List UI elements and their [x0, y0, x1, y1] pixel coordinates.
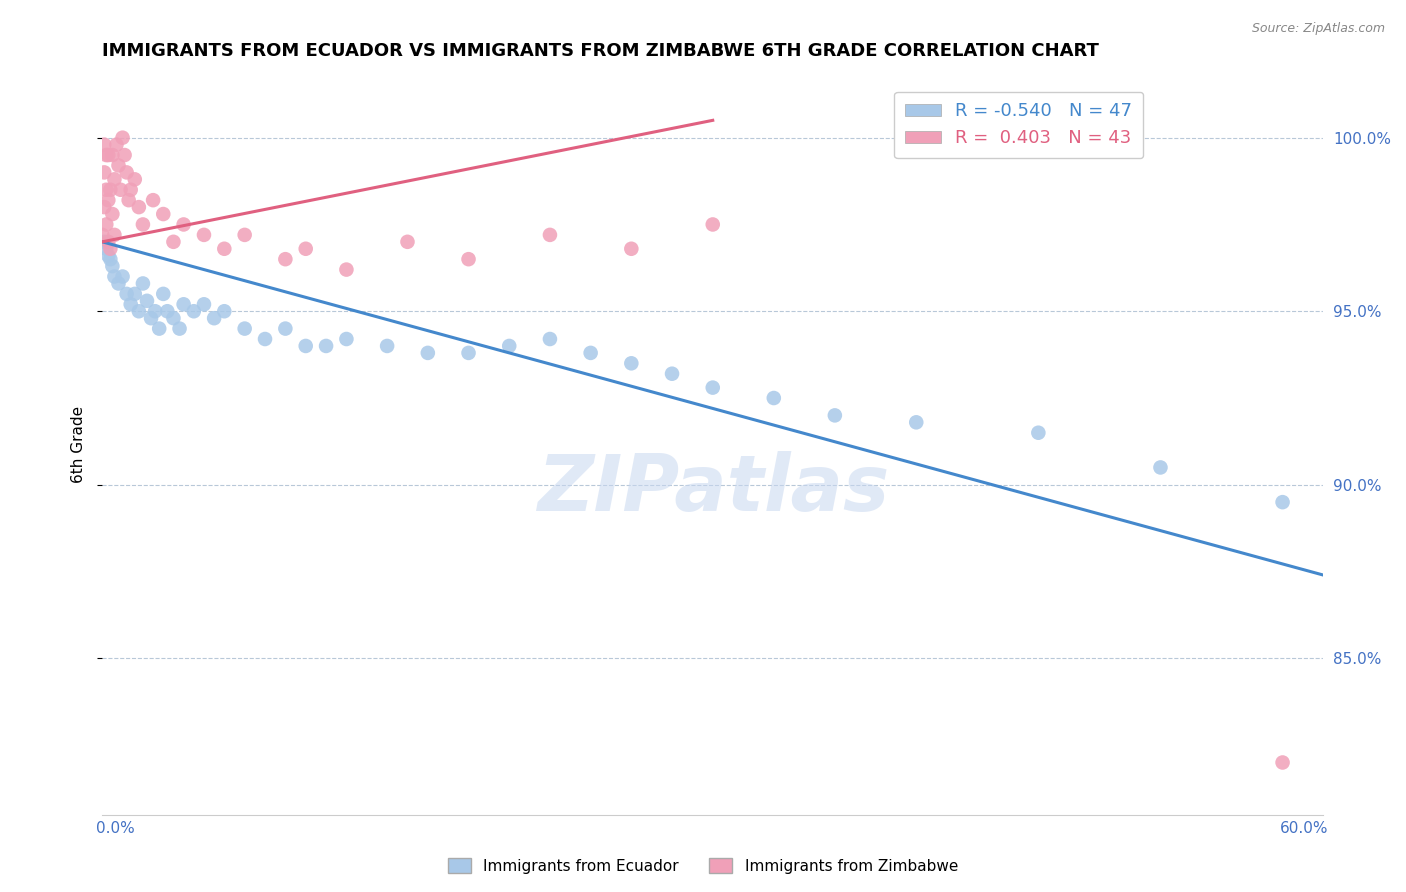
Text: 0.0%: 0.0%: [96, 821, 135, 836]
Point: [98, 252, 121, 267]
Text: IMMIGRANTS FROM ECUADOR VS IMMIGRANTS FROM ZIMBABWE 6TH GRADE CORRELATION CHART: IMMIGRANTS FROM ECUADOR VS IMMIGRANTS FR…: [103, 42, 1099, 60]
Point: [111, 269, 134, 284]
Point: [1149, 460, 1171, 475]
Point: [111, 130, 134, 145]
Point: [101, 207, 124, 221]
Point: [202, 311, 225, 326]
Point: [93, 137, 115, 152]
Point: [538, 227, 561, 242]
Point: [162, 311, 184, 326]
Point: [193, 227, 215, 242]
Point: [128, 304, 150, 318]
Point: [579, 346, 602, 360]
Point: [128, 200, 150, 214]
Point: [93, 165, 115, 179]
Point: [115, 286, 138, 301]
Point: [335, 332, 357, 346]
Point: [132, 277, 155, 291]
Point: [120, 183, 142, 197]
Point: [375, 339, 398, 353]
Point: [162, 235, 184, 249]
Point: [114, 148, 136, 162]
Point: [620, 356, 643, 370]
Point: [107, 277, 129, 291]
Point: [1271, 756, 1294, 770]
Point: [103, 269, 125, 284]
Point: [93, 200, 115, 214]
Point: [1271, 495, 1294, 509]
Point: [762, 391, 785, 405]
Point: [105, 137, 128, 152]
Point: [620, 242, 643, 256]
Point: [143, 304, 166, 318]
Point: [173, 297, 195, 311]
Point: [124, 172, 146, 186]
Point: [97, 249, 120, 263]
Point: [214, 242, 236, 256]
Point: [97, 193, 120, 207]
Point: [136, 293, 159, 308]
Point: [103, 172, 125, 186]
Point: [118, 193, 141, 207]
Text: ZIPatlas: ZIPatlas: [537, 451, 889, 527]
Point: [294, 242, 316, 256]
Point: [152, 286, 174, 301]
Point: [120, 297, 142, 311]
Point: [173, 218, 195, 232]
Point: [1028, 425, 1050, 440]
Point: [253, 332, 276, 346]
Point: [193, 297, 215, 311]
Point: [124, 286, 146, 301]
Point: [96, 183, 118, 197]
Point: [315, 339, 337, 353]
Text: 60.0%: 60.0%: [1281, 821, 1329, 836]
Point: [457, 346, 479, 360]
Point: [457, 252, 479, 267]
Point: [169, 321, 191, 335]
Point: [824, 409, 846, 423]
Point: [107, 158, 129, 172]
Point: [538, 332, 561, 346]
Point: [233, 227, 256, 242]
Point: [214, 304, 236, 318]
Point: [110, 183, 132, 197]
Point: [416, 346, 439, 360]
Point: [396, 235, 419, 249]
Point: [97, 148, 120, 162]
Point: [96, 148, 118, 162]
Point: [101, 259, 124, 273]
Point: [101, 148, 124, 162]
Point: [98, 183, 121, 197]
Point: [702, 218, 724, 232]
Point: [274, 252, 297, 267]
Point: [93, 235, 115, 249]
Point: [335, 262, 357, 277]
Text: Source: ZipAtlas.com: Source: ZipAtlas.com: [1251, 22, 1385, 36]
Point: [91, 227, 114, 242]
Point: [103, 227, 125, 242]
Point: [96, 218, 118, 232]
Point: [96, 242, 118, 256]
Point: [183, 304, 205, 318]
Point: [115, 165, 138, 179]
Legend: Immigrants from Ecuador, Immigrants from Zimbabwe: Immigrants from Ecuador, Immigrants from…: [441, 852, 965, 880]
Point: [233, 321, 256, 335]
Legend: R = -0.540   N = 47, R =  0.403   N = 43: R = -0.540 N = 47, R = 0.403 N = 43: [894, 92, 1143, 158]
Point: [148, 321, 170, 335]
Point: [97, 235, 120, 249]
Point: [702, 381, 724, 395]
Y-axis label: 6th Grade: 6th Grade: [72, 407, 86, 483]
Point: [156, 304, 179, 318]
Point: [142, 193, 165, 207]
Point: [661, 367, 683, 381]
Point: [498, 339, 520, 353]
Point: [98, 242, 121, 256]
Point: [152, 207, 174, 221]
Point: [905, 415, 928, 429]
Point: [132, 218, 155, 232]
Point: [139, 311, 162, 326]
Point: [294, 339, 316, 353]
Point: [274, 321, 297, 335]
